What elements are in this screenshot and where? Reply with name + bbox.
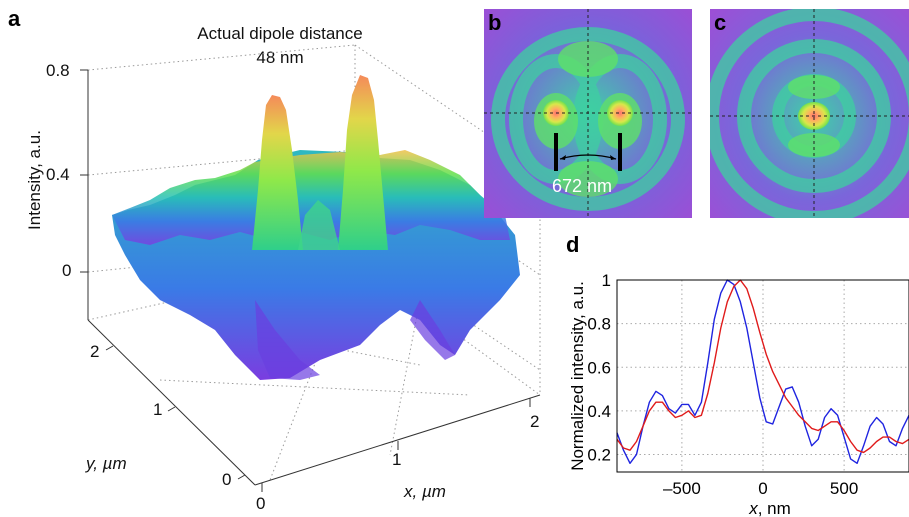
surface-title-line1: Actual dipole distance [197, 24, 363, 43]
chart-grid [617, 279, 909, 472]
red-series-line [616, 279, 909, 454]
surface-valley-right [410, 300, 455, 360]
surface-ridges [112, 150, 510, 245]
surface-center-bump [298, 200, 340, 250]
x-tick-label: 2 [530, 412, 540, 431]
intensity-map-b [484, 9, 692, 218]
y-tick-label: 2 [90, 342, 100, 361]
z-tick-label: 0 [62, 261, 72, 280]
x-tick-label: –500 [663, 479, 701, 498]
chart-x-axis-label: x, nm [748, 499, 791, 517]
surface-plot [80, 44, 541, 492]
dipole-spot-right [607, 100, 633, 126]
panel-label-c: c [714, 10, 727, 35]
surface-z-axis-label: Intensity, a.u. [25, 130, 44, 230]
panel-label-a: a [8, 6, 21, 31]
x-tick-label: 500 [830, 479, 858, 498]
x-tick-label: 1 [392, 450, 402, 469]
y-tick-label: 1 [602, 271, 611, 290]
surface-x-axis-label: x, µm [404, 482, 446, 501]
profile-chart: –500 0 500 0.2 0.4 0.6 0.8 1 x, nm Normalized i… [568, 271, 909, 517]
panel-label-b: b [488, 10, 502, 35]
surface-peak-right [338, 75, 388, 250]
y-tick-label: 0.2 [587, 446, 611, 465]
y-tick-label: 0 [222, 470, 232, 489]
chart-frame [616, 279, 909, 473]
y-tick-label: 0.4 [587, 402, 611, 421]
chart-y-axis-label: Normalized intensity, a.u. [568, 281, 587, 471]
x-tick-label: 0 [256, 494, 266, 513]
panel-label-d: d [566, 232, 580, 257]
z-tick-label: 0.8 [46, 61, 70, 80]
surface-valley-left [255, 300, 320, 380]
blue-series-line [616, 279, 909, 465]
y-tick-label: 0.6 [587, 358, 611, 377]
distance-label: 672 nm [552, 176, 613, 196]
z-tick-label: 0.4 [46, 165, 70, 184]
x-tick-label: 0 [758, 479, 767, 498]
y-tick-label: 0.8 [587, 315, 611, 334]
distance-marker-bars [554, 133, 622, 171]
surface-axes [80, 69, 541, 492]
intensity-map-c [710, 9, 909, 218]
surface-peak-left [252, 95, 303, 250]
surface-y-axis-label: y, µm [86, 454, 127, 473]
y-tick-label: 1 [153, 400, 163, 419]
